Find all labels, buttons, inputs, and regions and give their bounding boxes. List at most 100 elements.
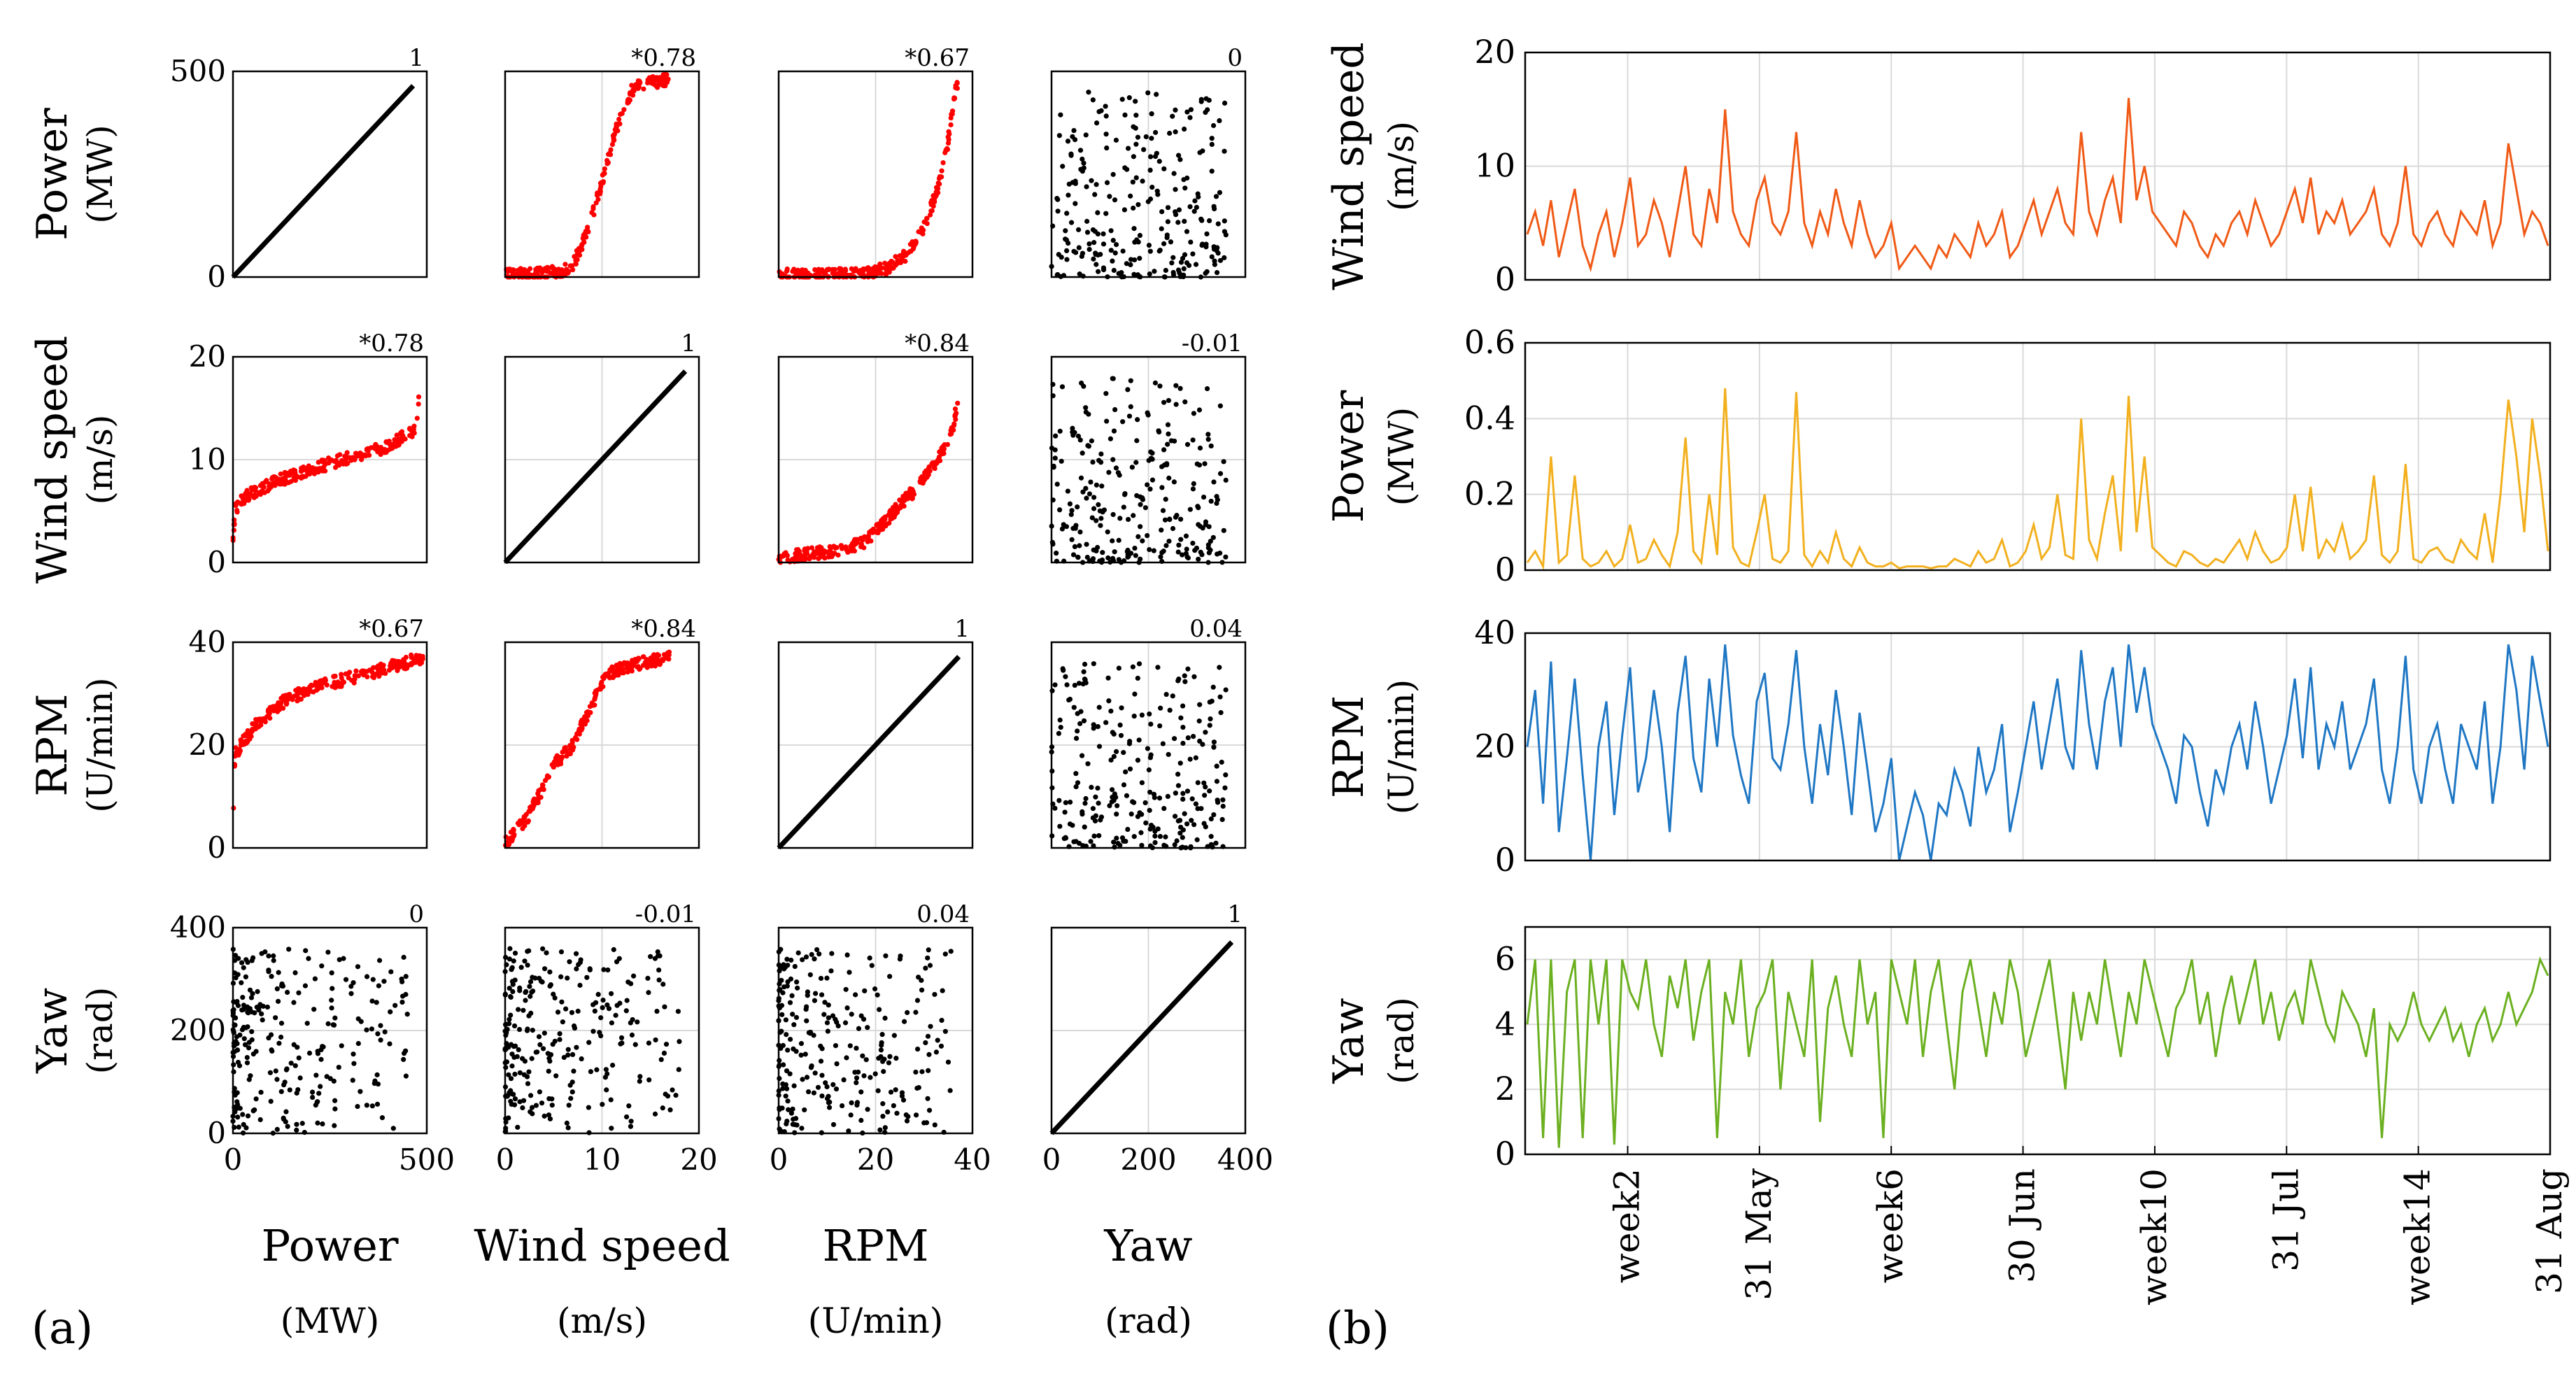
scatter-point xyxy=(1126,413,1133,419)
scatter-point xyxy=(364,974,370,979)
scatter-point xyxy=(506,1072,511,1077)
scatter-point xyxy=(629,1032,635,1038)
scatter-point xyxy=(1135,534,1141,539)
scatter-point xyxy=(1192,548,1198,553)
scatter-point xyxy=(245,1024,250,1030)
scatter-point xyxy=(927,468,933,474)
scatter-point xyxy=(948,949,954,954)
scatter-point xyxy=(246,491,251,497)
scatter-point xyxy=(558,761,564,767)
scatter-point xyxy=(1147,248,1153,254)
scatter-points xyxy=(230,947,410,1136)
scatter-point xyxy=(1091,240,1097,246)
scatter-point xyxy=(663,79,668,85)
scatter-point xyxy=(542,1113,547,1119)
scatter-point xyxy=(1096,800,1101,806)
scatter-point xyxy=(284,700,290,707)
scatter-point xyxy=(641,654,646,660)
scatter-point xyxy=(579,725,585,731)
scatter-point xyxy=(663,1091,668,1097)
axes-frame xyxy=(504,926,700,1135)
panel-label-a: (a) xyxy=(31,1303,93,1354)
scatter-point xyxy=(590,1002,596,1007)
scatter-point xyxy=(854,1103,860,1108)
scatter-point xyxy=(1099,483,1105,489)
correlation-label: *0.78 xyxy=(359,330,424,357)
scatter-point xyxy=(1128,404,1133,409)
x-tick-label: 31 Aug xyxy=(2529,1168,2570,1294)
scatter-point xyxy=(260,1017,265,1023)
scatter-point xyxy=(880,1101,886,1107)
scatter-point xyxy=(1058,725,1063,730)
scatter-point xyxy=(569,1051,576,1058)
scatter-point xyxy=(781,962,786,968)
scatter-point xyxy=(1201,780,1207,786)
scatter-point xyxy=(364,1027,369,1033)
scatter-point xyxy=(1161,806,1167,812)
y-tick-label: 200 xyxy=(170,1013,226,1047)
scatter-point xyxy=(1061,522,1066,527)
scatter-cell-power-vs-yaw: 0 xyxy=(1049,44,1247,280)
correlation-label: *0.67 xyxy=(905,44,970,72)
scatter-point xyxy=(924,215,930,221)
scatter-point xyxy=(390,1126,396,1131)
scatter-point xyxy=(569,1079,575,1085)
scatter-point xyxy=(903,1112,909,1118)
scatter-point xyxy=(1062,809,1068,815)
scatter-point xyxy=(815,1084,821,1090)
scatter-point xyxy=(355,964,361,970)
scatter-point xyxy=(1128,811,1134,817)
scatter-point xyxy=(241,1036,247,1042)
y-axis-unit: (U/min) xyxy=(1381,679,1422,815)
scatter-point xyxy=(1114,835,1119,841)
scatter-point xyxy=(935,1037,940,1043)
scatter-point xyxy=(879,1032,885,1037)
scatter-point xyxy=(1182,811,1187,816)
scatter-point xyxy=(609,664,615,670)
scatter-point xyxy=(411,423,417,429)
scatter-point xyxy=(1217,665,1222,670)
scatter-point xyxy=(374,444,380,449)
scatter-point xyxy=(586,1040,592,1045)
scatter-point xyxy=(781,966,787,972)
scatter-point xyxy=(1108,757,1114,763)
scatter-point xyxy=(1182,679,1188,684)
scatter-point xyxy=(334,462,340,468)
scatter-point xyxy=(1136,661,1142,667)
scatter-point xyxy=(1139,842,1145,848)
scatter-point xyxy=(1082,800,1088,806)
scatter-point xyxy=(1076,840,1082,847)
series-line xyxy=(1526,956,2549,1148)
correlation-label: *0.84 xyxy=(631,615,696,643)
scatter-point xyxy=(353,668,359,674)
scatter-point xyxy=(1127,739,1133,744)
scatter-point xyxy=(267,716,273,721)
scatter-point xyxy=(785,1098,791,1104)
axes-frame xyxy=(504,70,700,278)
scatter-point xyxy=(1177,760,1183,766)
x-tick-label: 500 xyxy=(399,1142,455,1177)
scatter-point xyxy=(923,1120,930,1126)
scatter-point xyxy=(552,995,558,1001)
scatter-point xyxy=(517,1099,523,1105)
scatter-point xyxy=(827,548,833,553)
scatter-point xyxy=(558,949,565,955)
scatter-point xyxy=(634,658,640,664)
scatter-point xyxy=(1096,833,1102,839)
scatter-point xyxy=(241,499,248,504)
scatter-point xyxy=(1083,132,1089,138)
scatter-point xyxy=(1190,734,1196,739)
scatter-point xyxy=(364,447,369,453)
scatter-point xyxy=(914,1085,920,1091)
scatter-point xyxy=(271,958,276,963)
scatter-point xyxy=(1072,430,1077,435)
x-tick-label: 0 xyxy=(496,1142,515,1177)
scatter-point xyxy=(1075,227,1082,232)
scatter-point xyxy=(806,1030,812,1035)
scatter-point xyxy=(379,1115,385,1121)
scatter-point xyxy=(1122,112,1128,118)
scatter-point xyxy=(572,254,577,260)
scatter-point xyxy=(628,1124,634,1129)
correlation-label: 0.04 xyxy=(1189,615,1243,643)
scatter-point xyxy=(780,1086,786,1091)
